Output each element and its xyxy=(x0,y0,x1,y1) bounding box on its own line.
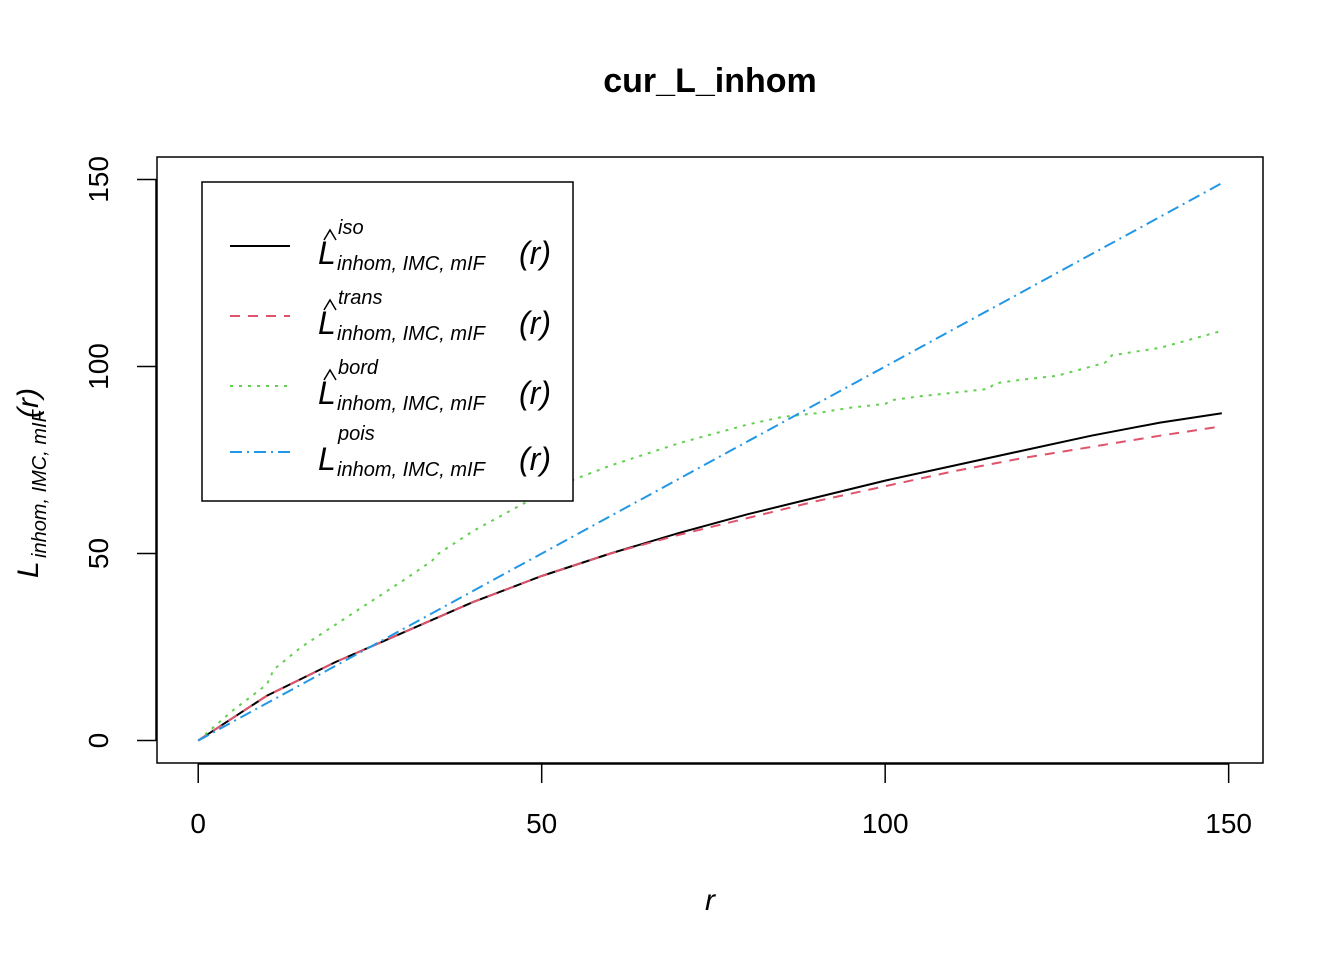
series-line-trans xyxy=(197,425,1222,742)
x-tick-label: 50 xyxy=(526,808,557,839)
legend-superscript: iso xyxy=(338,217,364,239)
legend-box xyxy=(201,181,574,502)
legend-label-trans: L xyxy=(318,305,336,341)
legend-label-bord: L xyxy=(318,375,336,411)
series-lines xyxy=(197,182,1223,742)
legend-subscript: inhom, IMC, mIF xyxy=(337,459,487,481)
series-line-bord xyxy=(197,329,1223,742)
y-tick-label: 150 xyxy=(83,156,114,203)
legend-subscript: inhom, IMC, mIF xyxy=(337,393,487,415)
legend-label-pois: L xyxy=(318,441,336,477)
legend-argument: (r) xyxy=(519,375,551,411)
hat-mark xyxy=(323,298,337,311)
legend-superscript: trans xyxy=(338,287,382,309)
y-tick-label: 0 xyxy=(83,733,114,749)
x-tick-label: 100 xyxy=(862,808,909,839)
legend-superscript: bord xyxy=(338,357,379,379)
series-line-pois xyxy=(197,182,1223,742)
plot-frame xyxy=(156,156,1264,764)
legend-subscript: inhom, IMC, mIF xyxy=(337,323,487,345)
legend-argument: (r) xyxy=(519,235,551,271)
legend-argument: (r) xyxy=(519,305,551,341)
legend-superscript: pois xyxy=(337,423,375,445)
y-label-subscript: inhom, IMC, mIF xyxy=(29,408,51,558)
plot-box xyxy=(156,156,1264,764)
legend-subscript: inhom, IMC, mIF xyxy=(337,253,487,275)
y-label-base: L xyxy=(12,561,45,578)
axes: 0 50 100 150 0 50 100 150 xyxy=(83,156,1252,839)
hat-mark xyxy=(323,228,337,241)
y-tick-label: 100 xyxy=(83,343,114,390)
legend-label-iso: L xyxy=(318,235,336,271)
y-label-argument: (r) xyxy=(12,388,45,418)
y-tick-label: 50 xyxy=(83,538,114,569)
x-tick-label: 150 xyxy=(1205,808,1252,839)
legend-argument: (r) xyxy=(519,441,551,477)
hat-mark xyxy=(323,368,337,381)
chart-title: cur_L_inhom xyxy=(603,62,816,100)
x-axis-label: r xyxy=(705,884,716,917)
x-tick-label: 0 xyxy=(190,808,206,839)
